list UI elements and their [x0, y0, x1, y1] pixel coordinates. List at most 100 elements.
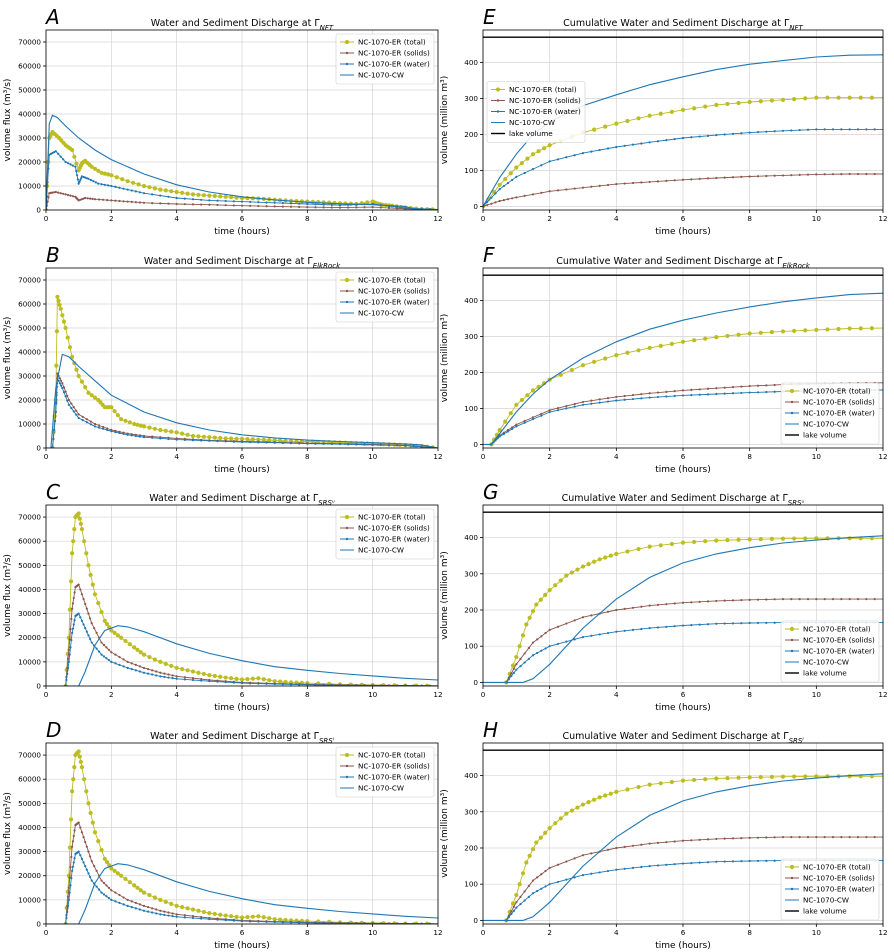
- series-point-total: [636, 116, 641, 121]
- x-tick-label: 10: [368, 928, 378, 937]
- series-point-total: [223, 675, 228, 680]
- chart-title-main: Water and Sediment Discharge at Γ: [144, 256, 314, 267]
- y-tick-label: 100: [464, 404, 478, 413]
- series-point-total: [119, 873, 124, 878]
- series-point-total: [256, 914, 261, 919]
- series-point-total: [180, 667, 185, 672]
- series-point-total: [524, 622, 529, 627]
- series-point-solids: [73, 591, 76, 594]
- series-point-water: [540, 414, 543, 417]
- series-point-total: [135, 647, 140, 652]
- series-point-water: [355, 922, 358, 924]
- series-point-solids: [581, 186, 585, 189]
- series-point-solids: [138, 903, 142, 906]
- x-tick-label: 0: [44, 690, 49, 699]
- series-point-water: [690, 861, 693, 865]
- series-point-total: [608, 791, 613, 796]
- series-point-total: [76, 749, 81, 754]
- series-point-solids: [765, 384, 768, 387]
- series-point-water: [665, 625, 668, 628]
- series-point-total: [70, 551, 75, 556]
- series-point-total: [234, 436, 239, 441]
- series-point-water: [114, 900, 117, 903]
- series-point-total: [603, 793, 608, 798]
- series-point-water: [715, 134, 718, 137]
- x-tick-label: 6: [681, 452, 686, 461]
- x-tick-label: 4: [614, 928, 619, 937]
- series-point-water: [66, 162, 70, 165]
- series-point-solids: [698, 838, 701, 841]
- legend-entry-cw: NC-1070-CW: [358, 71, 404, 80]
- series-point-solids: [90, 860, 93, 863]
- series-point-water: [126, 433, 129, 436]
- chart-title-main: Cumulative Water and Sediment Discharge …: [556, 256, 783, 267]
- series-point-total: [703, 104, 708, 109]
- series-point-water: [281, 441, 284, 445]
- series-point-water: [102, 427, 105, 430]
- series-point-total: [104, 859, 110, 865]
- series-point-water: [175, 196, 178, 200]
- series-point-solids: [142, 904, 146, 908]
- series-point-total: [76, 511, 81, 516]
- series-point-total: [278, 679, 283, 684]
- series-point-total: [56, 298, 61, 303]
- series-point-water: [232, 440, 235, 443]
- series-point-water: [606, 147, 610, 150]
- series-point-water: [665, 395, 668, 398]
- series-point-water: [715, 392, 718, 396]
- series-point-total: [769, 774, 774, 780]
- series-point-solids: [57, 191, 60, 194]
- series-point-total: [99, 847, 104, 853]
- series-point-solids: [118, 893, 121, 897]
- y-tick-label: 10000: [18, 657, 41, 666]
- series-point-solids: [80, 593, 84, 596]
- series-line-cw: [483, 535, 883, 683]
- series-point-total: [558, 578, 563, 583]
- series-point-water: [673, 863, 676, 866]
- chart-title-subscript: ElkRock: [782, 262, 810, 270]
- y-tick-label: 10000: [18, 182, 41, 191]
- y-tick-label: 30000: [18, 847, 41, 856]
- x-tick-label: 6: [681, 928, 686, 937]
- series-point-total: [218, 194, 223, 199]
- series-point-water: [183, 916, 186, 919]
- series-point-water: [581, 874, 585, 877]
- series-point-solids: [151, 669, 154, 672]
- series-point-total: [58, 306, 63, 311]
- series-point-solids: [89, 855, 92, 858]
- series-point-water: [249, 920, 252, 923]
- series-point-solids: [46, 200, 49, 203]
- plot-area: [46, 114, 438, 210]
- series-point-solids: [623, 182, 626, 185]
- series-point-total: [575, 805, 580, 810]
- x-tick-label: 12: [878, 928, 887, 937]
- series-point-solids: [748, 836, 751, 839]
- series-point-solids: [159, 202, 162, 205]
- series-point-total: [603, 124, 608, 129]
- plot-frame: [482, 504, 884, 687]
- series-point-total: [115, 413, 120, 418]
- series-point-solids: [81, 415, 84, 418]
- panel-letter: C: [46, 480, 60, 504]
- x-axis-label: time (hours): [214, 227, 270, 237]
- series-point-water: [731, 392, 735, 395]
- series-point-total: [63, 325, 68, 331]
- series-point-total: [703, 777, 708, 782]
- x-tick-label: 4: [614, 690, 619, 699]
- y-tick-label: 20000: [18, 158, 41, 167]
- series-point-water: [77, 416, 80, 420]
- legend-entry-cw: NC-1070-CW: [509, 118, 555, 127]
- series-point-water: [151, 436, 154, 439]
- series-point-total: [497, 427, 502, 433]
- series-point-solids: [756, 384, 760, 387]
- series-point-total: [569, 367, 574, 373]
- series-point-solids: [71, 840, 75, 843]
- series-point-total: [218, 912, 223, 917]
- series-point-water: [66, 399, 69, 402]
- series-point-total: [736, 537, 741, 542]
- series-point-water: [306, 683, 309, 686]
- series-point-water: [200, 679, 203, 682]
- series-point-solids: [167, 202, 170, 205]
- series-point-total: [592, 127, 597, 132]
- series-point-solids: [159, 909, 162, 912]
